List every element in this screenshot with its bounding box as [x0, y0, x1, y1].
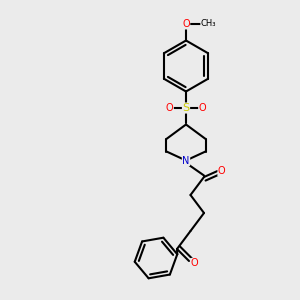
Text: O: O: [199, 103, 206, 113]
Text: O: O: [182, 19, 190, 29]
Text: O: O: [218, 166, 226, 176]
Text: O: O: [190, 258, 198, 268]
Text: CH₃: CH₃: [201, 20, 216, 28]
Text: S: S: [182, 103, 190, 113]
Text: N: N: [182, 155, 190, 166]
Text: O: O: [166, 103, 173, 113]
